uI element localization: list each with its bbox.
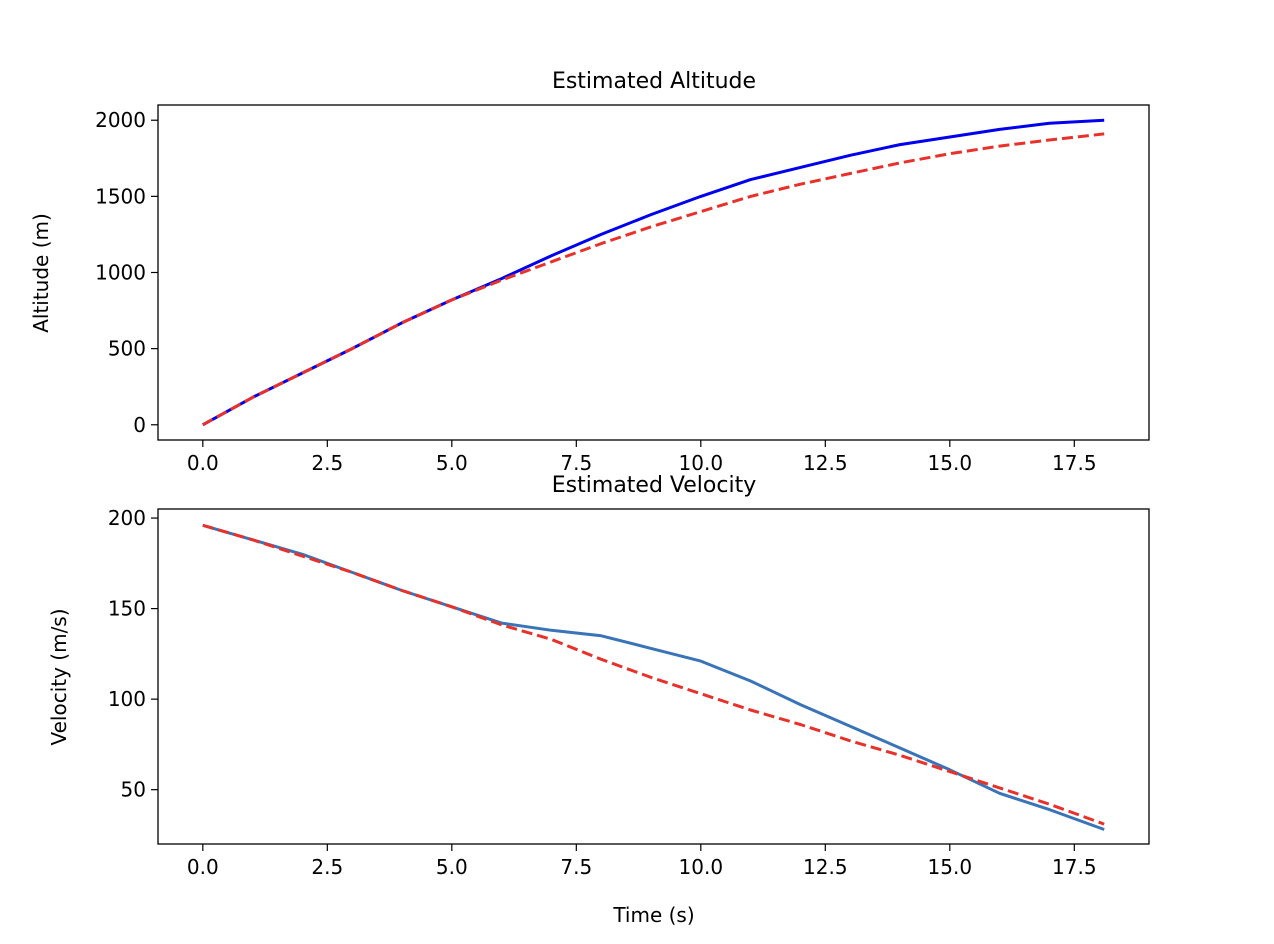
velocity-x-tick-label: 12.5: [803, 855, 848, 879]
altitude-x-tick-label: 12.5: [803, 451, 848, 475]
altitude-x-tick-label: 2.5: [311, 451, 343, 475]
altitude-x-tick-label: 17.5: [1052, 451, 1097, 475]
altitude-y-tick-label: 1000: [95, 261, 146, 285]
velocity-y-tick-label: 50: [121, 778, 146, 802]
velocity-x-tick-label: 2.5: [311, 855, 343, 879]
altitude-y-tick-label: 1500: [95, 184, 146, 208]
altitude-x-tick-label: 15.0: [928, 451, 973, 475]
velocity-series-line-0: [202, 523, 1105, 831]
altitude-series-line-1: [202, 132, 1105, 427]
velocity-x-tick-label: 7.5: [560, 855, 592, 879]
velocity-y-tick-label: 100: [108, 687, 146, 711]
altitude-chart-title: Estimated Altitude: [552, 69, 756, 94]
altitude-y-axis-label: Altitude (m): [29, 213, 53, 333]
velocity-chart: 0.0 2.5 5.0 7.5 10.0 12.5 15.0 17.5 50 100 150 200…: [47, 473, 1150, 927]
velocity-x-tick-label: 17.5: [1052, 855, 1097, 879]
altitude-axes-frame: [157, 104, 1150, 441]
velocity-x-tick-label: 5.0: [436, 855, 468, 879]
velocity-y-axis-label: Velocity (m/s): [47, 608, 71, 745]
altitude-x-tick-label: 10.0: [679, 451, 724, 475]
velocity-x-tick-label: 10.0: [679, 855, 724, 879]
altitude-y-tick-label: 500: [108, 337, 146, 361]
altitude-y-tick-label: 2000: [95, 108, 146, 132]
velocity-axes-frame: [157, 508, 1150, 845]
velocity-x-tick-label: 0.0: [187, 855, 219, 879]
altitude-series-layer: [202, 118, 1105, 427]
altitude-y-tick-label: 0: [133, 413, 146, 437]
velocity-y-ticks: 50 100 150 200: [108, 506, 158, 802]
altitude-x-ticks: 0.0 2.5 5.0 7.5 10.0 12.5 15.0 17.5: [187, 440, 1097, 475]
velocity-y-tick-label: 200: [108, 506, 146, 530]
velocity-series-layer: [202, 523, 1105, 831]
velocity-chart-title: Estimated Velocity: [552, 473, 756, 498]
altitude-x-tick-label: 7.5: [560, 451, 592, 475]
velocity-x-ticks: 0.0 2.5 5.0 7.5 10.0 12.5 15.0 17.5: [187, 844, 1097, 879]
velocity-x-tick-label: 15.0: [928, 855, 973, 879]
velocity-x-axis-label: Time (s): [612, 903, 694, 927]
altitude-x-tick-label: 0.0: [187, 451, 219, 475]
altitude-y-ticks: 0 500 1000 1500 2000: [95, 108, 158, 437]
velocity-series-line-1: [202, 523, 1105, 826]
altitude-x-tick-label: 5.0: [436, 451, 468, 475]
velocity-y-tick-label: 150: [108, 597, 146, 621]
altitude-chart: Estimated Altitude 0.0 2.5 5.0 7.5 10.0 12.5 1…: [29, 69, 1150, 475]
